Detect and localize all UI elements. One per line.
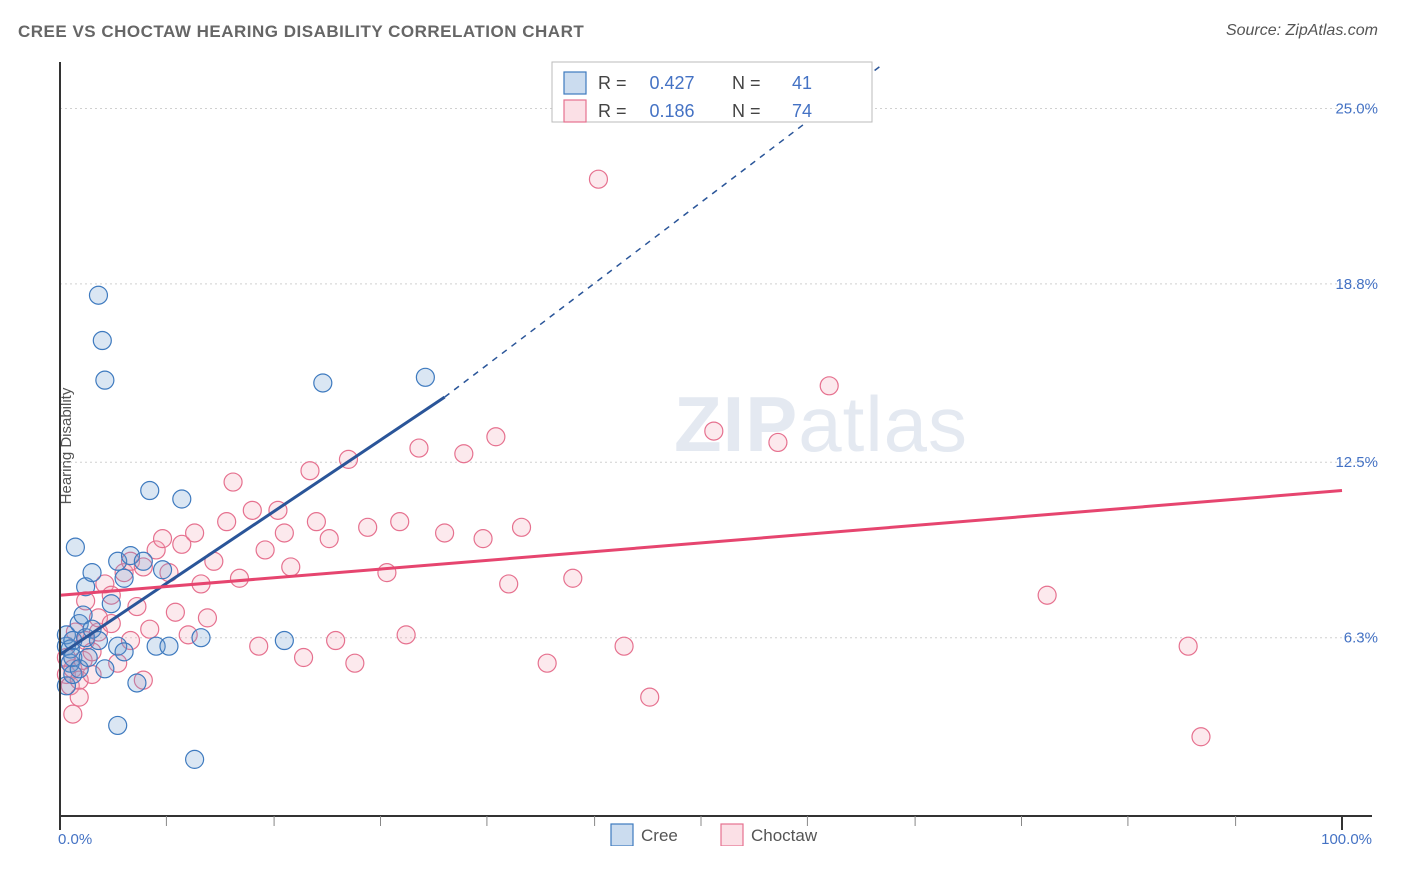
data-point	[500, 575, 518, 593]
data-point	[769, 433, 787, 451]
chart-svg: 6.3%12.5%18.8%25.0%ZIPatlas0.0%100.0%R =…	[52, 56, 1382, 846]
data-point	[397, 626, 415, 644]
y-tick-label: 25.0%	[1335, 100, 1378, 117]
y-tick-label: 12.5%	[1335, 454, 1378, 471]
data-point	[154, 530, 172, 548]
data-point	[410, 439, 428, 457]
data-point	[154, 561, 172, 579]
data-point	[256, 541, 274, 559]
x-tick-label: 0.0%	[58, 831, 92, 846]
data-point	[1179, 637, 1197, 655]
data-point	[141, 482, 159, 500]
data-point	[487, 428, 505, 446]
bottom-legend-swatch	[721, 824, 743, 846]
legend-n-label: N =	[732, 101, 761, 121]
data-point	[128, 674, 146, 692]
data-point	[513, 518, 531, 536]
data-point	[89, 286, 107, 304]
data-point	[455, 445, 473, 463]
data-point	[224, 473, 242, 491]
data-point	[391, 513, 409, 531]
data-point	[141, 620, 159, 638]
x-tick-label: 100.0%	[1321, 831, 1372, 846]
data-point	[282, 558, 300, 576]
data-point	[192, 629, 210, 647]
data-point	[1038, 586, 1056, 604]
y-tick-label: 18.8%	[1335, 276, 1378, 293]
legend-n-value: 74	[792, 101, 812, 121]
legend-r-value: 0.427	[649, 73, 694, 93]
data-point	[102, 595, 120, 613]
data-point	[564, 569, 582, 587]
data-point	[198, 609, 216, 627]
bottom-legend-label: Choctaw	[751, 826, 818, 845]
data-point	[243, 501, 261, 519]
chart-title: CREE VS CHOCTAW HEARING DISABILITY CORRE…	[18, 22, 584, 42]
legend-r-value: 0.186	[649, 101, 694, 121]
data-point	[96, 371, 114, 389]
data-point	[327, 632, 345, 650]
source-label: Source: ZipAtlas.com	[1226, 22, 1378, 40]
data-point	[295, 649, 313, 667]
data-point	[641, 688, 659, 706]
bottom-legend-swatch	[611, 824, 633, 846]
data-point	[109, 716, 127, 734]
data-point	[705, 422, 723, 440]
data-point	[378, 564, 396, 582]
data-point	[275, 632, 293, 650]
legend-n-value: 41	[792, 73, 812, 93]
legend-swatch	[564, 72, 586, 94]
data-point	[820, 377, 838, 395]
data-point	[66, 538, 84, 556]
data-point	[307, 513, 325, 531]
y-tick-label: 6.3%	[1344, 630, 1378, 647]
data-point	[115, 643, 133, 661]
data-point	[96, 660, 114, 678]
data-point	[173, 490, 191, 508]
data-point	[474, 530, 492, 548]
data-point	[615, 637, 633, 655]
data-point	[416, 368, 434, 386]
data-point	[346, 654, 364, 672]
legend-r-label: R =	[598, 73, 627, 93]
data-point	[314, 374, 332, 392]
data-point	[359, 518, 377, 536]
data-point	[134, 552, 152, 570]
data-point	[166, 603, 184, 621]
data-point	[83, 564, 101, 582]
legend-r-label: R =	[598, 101, 627, 121]
data-point	[436, 524, 454, 542]
data-point	[1192, 728, 1210, 746]
legend-n-label: N =	[732, 73, 761, 93]
trend-line	[60, 397, 445, 655]
data-point	[589, 170, 607, 188]
data-point	[93, 332, 111, 350]
data-point	[115, 569, 133, 587]
data-point	[301, 462, 319, 480]
legend-swatch	[564, 100, 586, 122]
data-point	[186, 750, 204, 768]
data-point	[160, 637, 178, 655]
data-point	[250, 637, 268, 655]
data-point	[79, 649, 97, 667]
chart-container: CREE VS CHOCTAW HEARING DISABILITY CORRE…	[0, 0, 1406, 892]
data-point	[218, 513, 236, 531]
bottom-legend-label: Cree	[641, 826, 678, 845]
data-point	[64, 705, 82, 723]
data-point	[538, 654, 556, 672]
data-point	[275, 524, 293, 542]
plot-area: 6.3%12.5%18.8%25.0%ZIPatlas0.0%100.0%R =…	[52, 56, 1382, 846]
data-point	[230, 569, 248, 587]
data-point	[186, 524, 204, 542]
data-point	[320, 530, 338, 548]
